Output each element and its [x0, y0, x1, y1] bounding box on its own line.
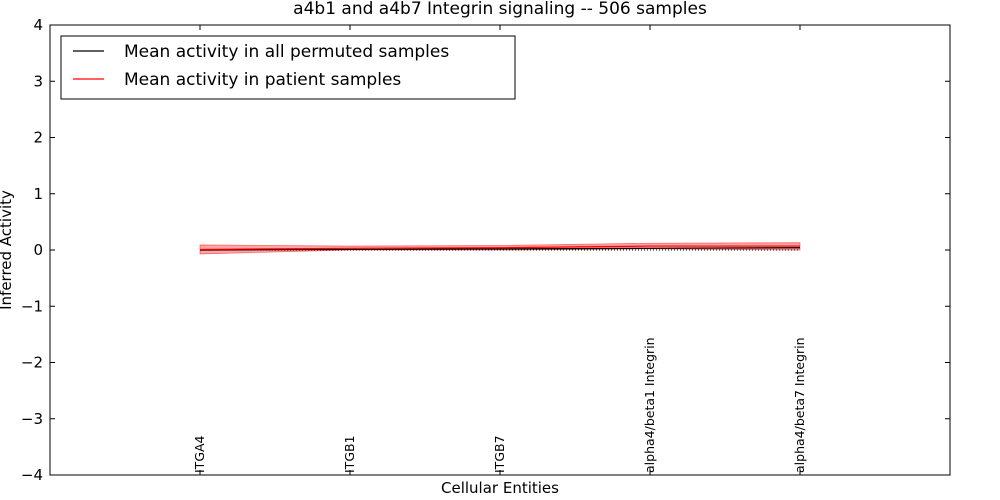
- y-axis-label: Inferred Activity: [0, 190, 15, 310]
- y-tick-label: −2: [21, 354, 43, 372]
- y-tick-label: 1: [33, 185, 43, 203]
- x-tick-label: ITGA4: [192, 435, 207, 473]
- x-tick-label: alpha4/beta1 Integrin: [642, 337, 657, 473]
- y-tick-label: 0: [33, 241, 43, 259]
- series-line-patient: [199, 245, 800, 251]
- y-axis: −4 −3 −2 −1 0 1 2 3 4: [21, 16, 950, 484]
- x-tick-label: ITGB7: [492, 435, 507, 473]
- y-tick-label: −4: [21, 466, 43, 484]
- y-tick-label: 3: [33, 72, 43, 90]
- series-layer: [199, 242, 801, 255]
- y-tick-label: −3: [21, 410, 43, 428]
- x-tick-label: alpha4/beta7 Integrin: [792, 337, 807, 473]
- x-axis: ITGA4 ITGB1 ITGB7 alpha4/beta1 Integrin alph…: [192, 25, 807, 475]
- legend-box: [60, 35, 516, 100]
- series-line-permuted: [199, 247, 801, 251]
- y-tick-label: 4: [33, 16, 43, 34]
- y-tick-label: 2: [33, 129, 43, 147]
- legend: Mean activity in all permuted samples Me…: [60, 35, 516, 100]
- x-axis-label: Cellular Entities: [441, 479, 559, 497]
- x-tick-label: ITGB1: [342, 435, 357, 473]
- legend-label-permuted: Mean activity in all permuted samples: [124, 42, 449, 62]
- y-tick-label: −1: [21, 297, 43, 315]
- legend-label-patient: Mean activity in patient samples: [124, 70, 401, 90]
- chart-title: a4b1 and a4b7 Integrin signaling -- 506 …: [293, 0, 707, 19]
